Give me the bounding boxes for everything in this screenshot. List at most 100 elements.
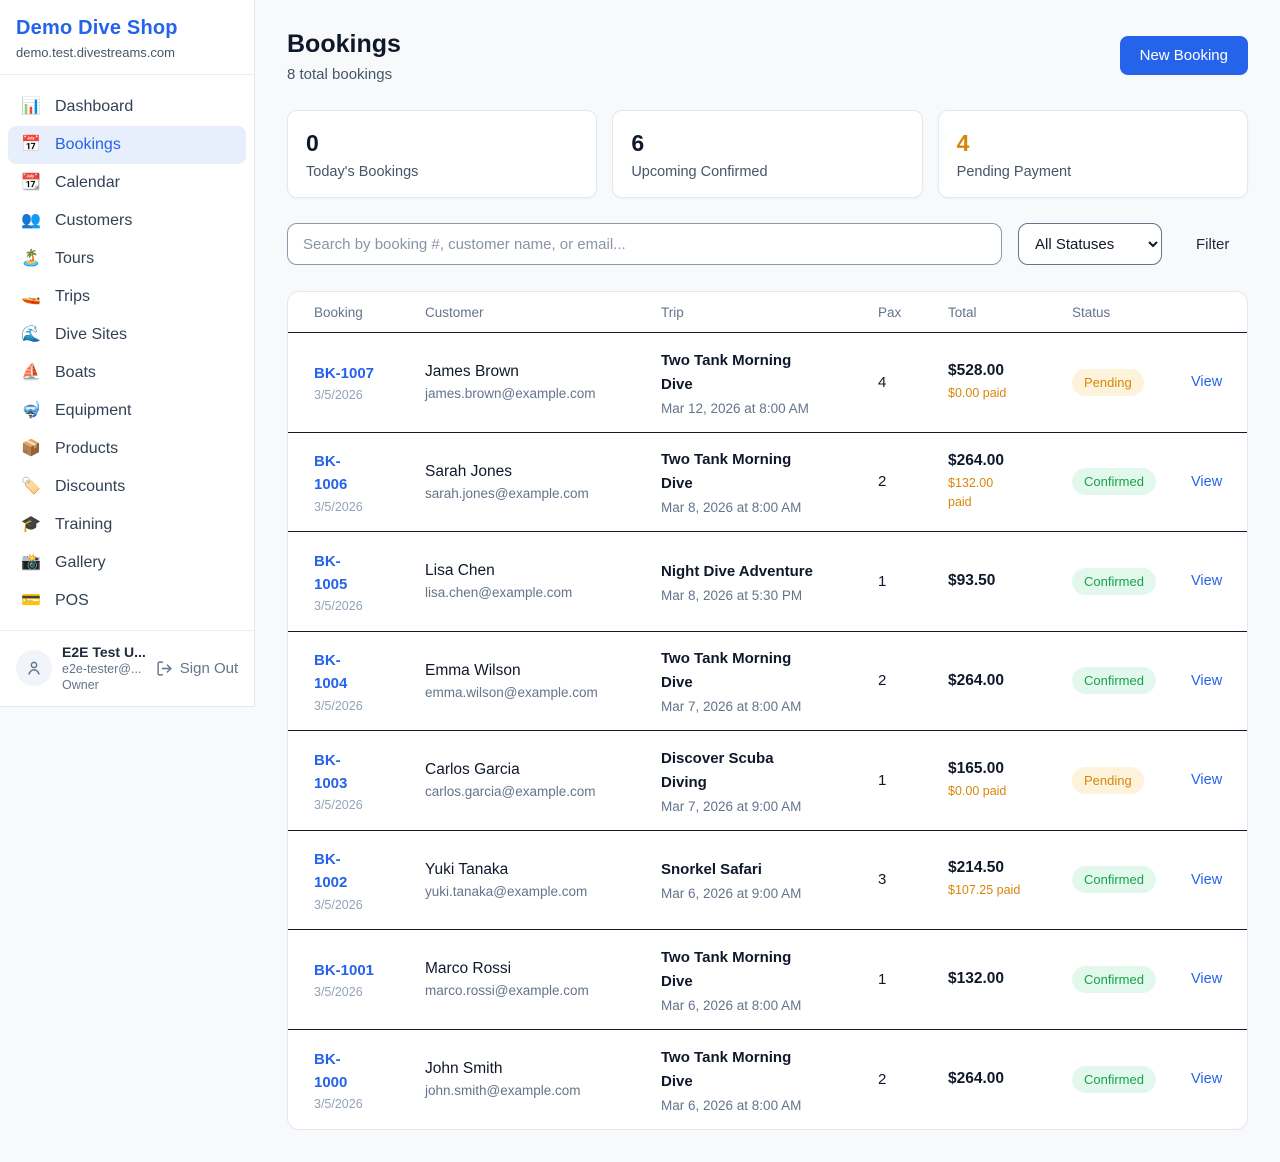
view-link[interactable]: View	[1191, 971, 1223, 988]
sign-out-label: Sign Out	[179, 659, 239, 677]
table-row: BK-1007 3/5/2026 James Brown james.brown…	[288, 333, 1247, 433]
sidebar-item[interactable]: 📦 Products	[8, 430, 246, 468]
sidebar-item-label: Customers	[55, 212, 133, 229]
sidebar-item[interactable]: 🌊 Dive Sites	[8, 316, 246, 354]
customer-email: emma.wilson@example.com	[425, 684, 598, 700]
total-cell: $528.00 $0.00 paid	[948, 362, 1072, 403]
filter-button[interactable]: Filter	[1196, 235, 1230, 253]
sidebar-item[interactable]: 💳 POS	[8, 582, 246, 620]
page-title: Bookings	[287, 30, 401, 58]
stat-value: 0	[306, 130, 319, 156]
booking-id-link[interactable]: BK-1007	[314, 365, 375, 383]
sidebar-item-icon: 🎓	[21, 516, 41, 533]
sidebar-item[interactable]: 👥 Customers	[8, 202, 246, 240]
booking-date: 3/5/2026	[314, 798, 363, 812]
trip-datetime: Mar 8, 2026 at 5:30 PM	[661, 587, 803, 603]
booking-id-link[interactable]: BK- 1004	[314, 652, 348, 693]
pax-value: 1	[878, 970, 887, 988]
stat-value: 6	[631, 130, 645, 156]
trip-cell: Two Tank Morning Dive Mar 6, 2026 at 8:0…	[661, 1046, 878, 1113]
col-header-trip: Trip	[661, 304, 684, 320]
total-cell: $165.00 $0.00 paid	[948, 760, 1072, 801]
total-cell: $264.00 $132.00 paid	[948, 452, 1072, 512]
status-select[interactable]: All Statuses	[1018, 223, 1162, 265]
table-row: BK- 1002 3/5/2026 Yuki Tanaka yuki.tanak…	[288, 831, 1247, 930]
sidebar-item[interactable]: 📅 Bookings	[8, 126, 246, 164]
brand-link[interactable]: Demo Dive Shop	[16, 17, 178, 39]
pax-value: 1	[878, 572, 887, 590]
view-link[interactable]: View	[1191, 871, 1223, 888]
sidebar-item-icon: 🌊	[21, 326, 41, 343]
trip-name: Two Tank Morning Dive	[661, 650, 792, 692]
sidebar-item-label: Dashboard	[55, 98, 134, 115]
table-row: BK- 1005 3/5/2026 Lisa Chen lisa.chen@ex…	[288, 532, 1247, 632]
trip-cell: Discover Scuba Diving Mar 7, 2026 at 9:0…	[661, 747, 878, 814]
customer-email: yuki.tanaka@example.com	[425, 883, 588, 899]
stat-value: 4	[956, 130, 970, 156]
user-icon	[25, 659, 43, 677]
table-row: BK- 1000 3/5/2026 John Smith john.smith@…	[288, 1030, 1247, 1130]
booking-date: 3/5/2026	[314, 599, 363, 613]
trip-cell: Night Dive Adventure Mar 8, 2026 at 5:30…	[661, 560, 878, 603]
trip-datetime: Mar 6, 2026 at 9:00 AM	[661, 886, 802, 902]
sidebar-item[interactable]: 📸 Gallery	[8, 544, 246, 582]
status-cell: Confirmed	[1072, 667, 1191, 695]
new-booking-button[interactable]: New Booking	[1119, 36, 1248, 75]
customer-name: Sarah Jones	[425, 462, 513, 480]
sidebar-item-icon: 📅	[21, 136, 41, 153]
page-header: Bookings 8 total bookings New Booking	[287, 30, 1248, 83]
trip-name: Two Tank Morning Dive	[661, 451, 792, 493]
sidebar-item[interactable]: ⛵ Boats	[8, 354, 246, 392]
view-link[interactable]: View	[1191, 374, 1223, 391]
total-amount: $132.00	[948, 970, 1005, 988]
booking-cell: BK- 1005 3/5/2026	[314, 550, 425, 614]
status-cell: Confirmed	[1072, 1065, 1191, 1093]
search-input[interactable]	[287, 223, 1002, 265]
trip-datetime: Mar 7, 2026 at 8:00 AM	[661, 699, 802, 715]
booking-cell: BK- 1000 3/5/2026	[314, 1048, 425, 1112]
view-link[interactable]: View	[1191, 573, 1223, 590]
avatar	[16, 650, 52, 686]
booking-id-link[interactable]: BK-1001	[314, 962, 375, 980]
sidebar-item-icon: 🏝️	[21, 250, 41, 267]
sign-out-button[interactable]: Sign Out	[156, 660, 238, 677]
table-row: BK- 1006 3/5/2026 Sarah Jones sarah.jone…	[288, 433, 1247, 532]
total-cell: $214.50 $107.25 paid	[948, 859, 1072, 900]
sidebar-item-icon: 📦	[21, 440, 41, 457]
sign-out-icon	[156, 660, 173, 677]
booking-id-link[interactable]: BK- 1003	[314, 751, 348, 792]
booking-id-link[interactable]: BK- 1005	[314, 552, 348, 593]
booking-date: 3/5/2026	[314, 897, 363, 912]
sidebar-item[interactable]: 🤿 Equipment	[8, 392, 246, 430]
sidebar-item[interactable]: 📊 Dashboard	[8, 88, 246, 126]
sidebar-item-label: Boats	[55, 364, 96, 381]
customer-cell: Carlos Garcia carlos.garcia@example.com	[425, 761, 661, 799]
trip-name: Two Tank Morning Dive	[661, 1048, 792, 1090]
view-link[interactable]: View	[1191, 672, 1223, 689]
total-amount: $165.00	[948, 759, 1005, 777]
trip-cell: Snorkel Safari Mar 6, 2026 at 9:00 AM	[661, 858, 878, 901]
total-cell: $93.50	[948, 572, 1072, 590]
col-header-booking: Booking	[314, 304, 363, 320]
booking-id-link[interactable]: BK- 1000	[314, 1050, 348, 1091]
sidebar-item[interactable]: 🚤 Trips	[8, 278, 246, 316]
booking-id-link[interactable]: BK- 1002	[314, 851, 348, 892]
sidebar-item-label: POS	[55, 592, 89, 609]
sidebar-item-label: Trips	[55, 288, 90, 305]
view-link[interactable]: View	[1191, 1071, 1223, 1088]
customer-email: lisa.chen@example.com	[425, 585, 573, 601]
customer-email: carlos.garcia@example.com	[425, 784, 596, 800]
customer-name: Carlos Garcia	[425, 761, 520, 779]
sidebar-item[interactable]: 🎓 Training	[8, 506, 246, 544]
sidebar-item-label: Bookings	[55, 136, 121, 153]
sidebar-item[interactable]: 🏷️ Discounts	[8, 468, 246, 506]
view-link[interactable]: View	[1191, 772, 1223, 789]
sidebar-item-label: Products	[55, 440, 119, 457]
total-amount: $214.50	[948, 859, 1005, 877]
view-link[interactable]: View	[1191, 473, 1223, 490]
booking-id-link[interactable]: BK- 1006	[314, 453, 348, 494]
sidebar-item[interactable]: 🏝️ Tours	[8, 240, 246, 278]
customer-cell: Sarah Jones sarah.jones@example.com	[425, 463, 661, 501]
sidebar-item[interactable]: 📆 Calendar	[8, 164, 246, 202]
user-email: e2e-tester@...	[62, 662, 142, 676]
